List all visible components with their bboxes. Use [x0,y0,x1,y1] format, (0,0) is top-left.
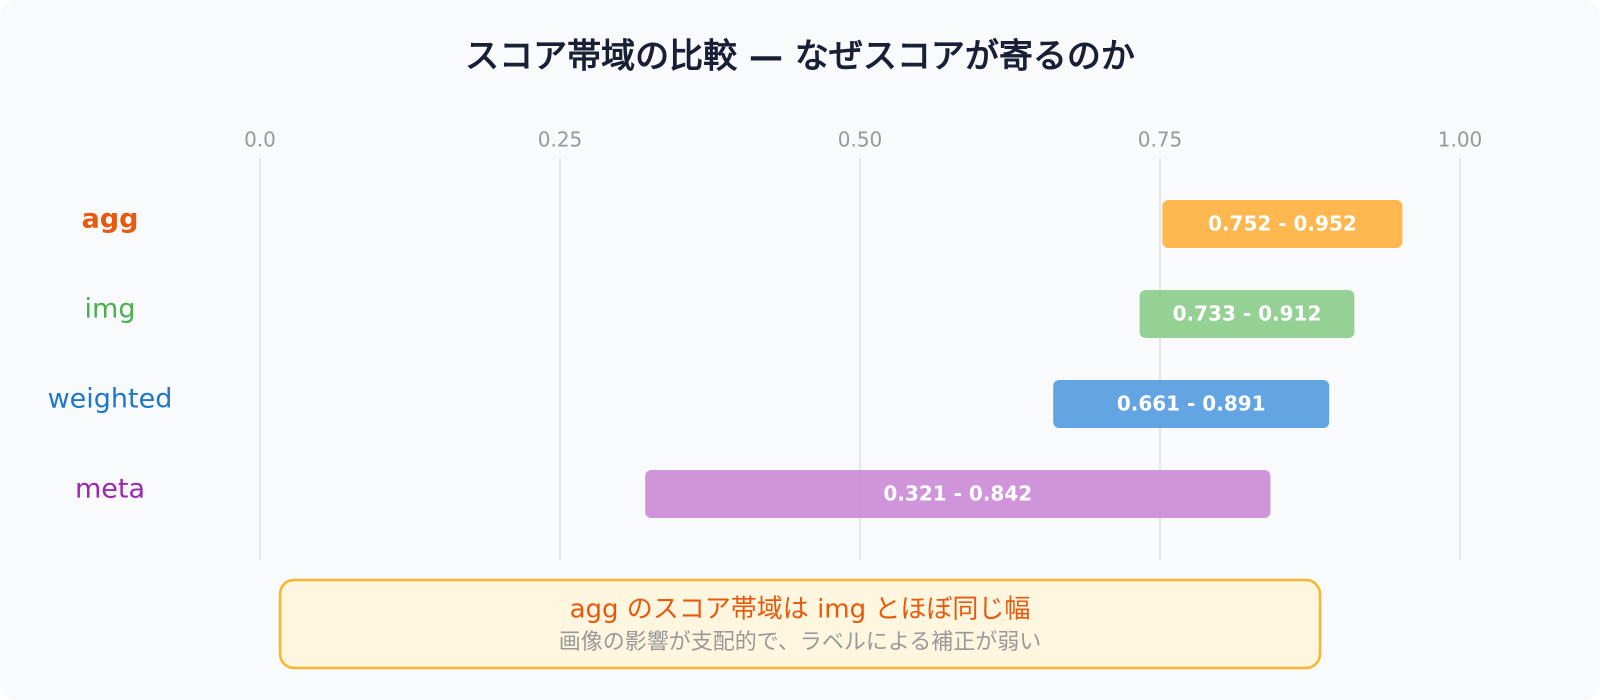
value-label: 0.733 - 0.912 [1173,302,1322,326]
x-tick-label: 0.25 [538,128,583,152]
annotation-title: agg のスコア帯域は img とほぼ同じ幅 [570,595,1031,625]
annotation-text: 画像の影響が支配的で、ラベルによる補正が弱い [559,630,1041,655]
category-label: weighted [48,384,173,415]
x-tick-label: 1.00 [1438,128,1483,152]
value-label: 0.752 - 0.952 [1208,212,1357,236]
annotation-box [278,578,1322,670]
category-label: meta [75,474,145,505]
category-label: img [85,294,136,325]
value-label: 0.661 - 0.891 [1117,392,1266,416]
x-tick-label: 0.50 [838,128,883,152]
category-label: agg [82,204,139,235]
x-tick-label: 0.0 [244,128,276,152]
bar [645,470,1271,518]
bar [1053,380,1330,428]
bar [1139,290,1355,338]
x-tick-label: 0.75 [1138,128,1183,152]
chart-title: スコア帯域の比較 — なぜスコアが寄るのか [465,37,1135,77]
bar [1162,200,1403,248]
value-label: 0.321 - 0.842 [883,482,1032,506]
